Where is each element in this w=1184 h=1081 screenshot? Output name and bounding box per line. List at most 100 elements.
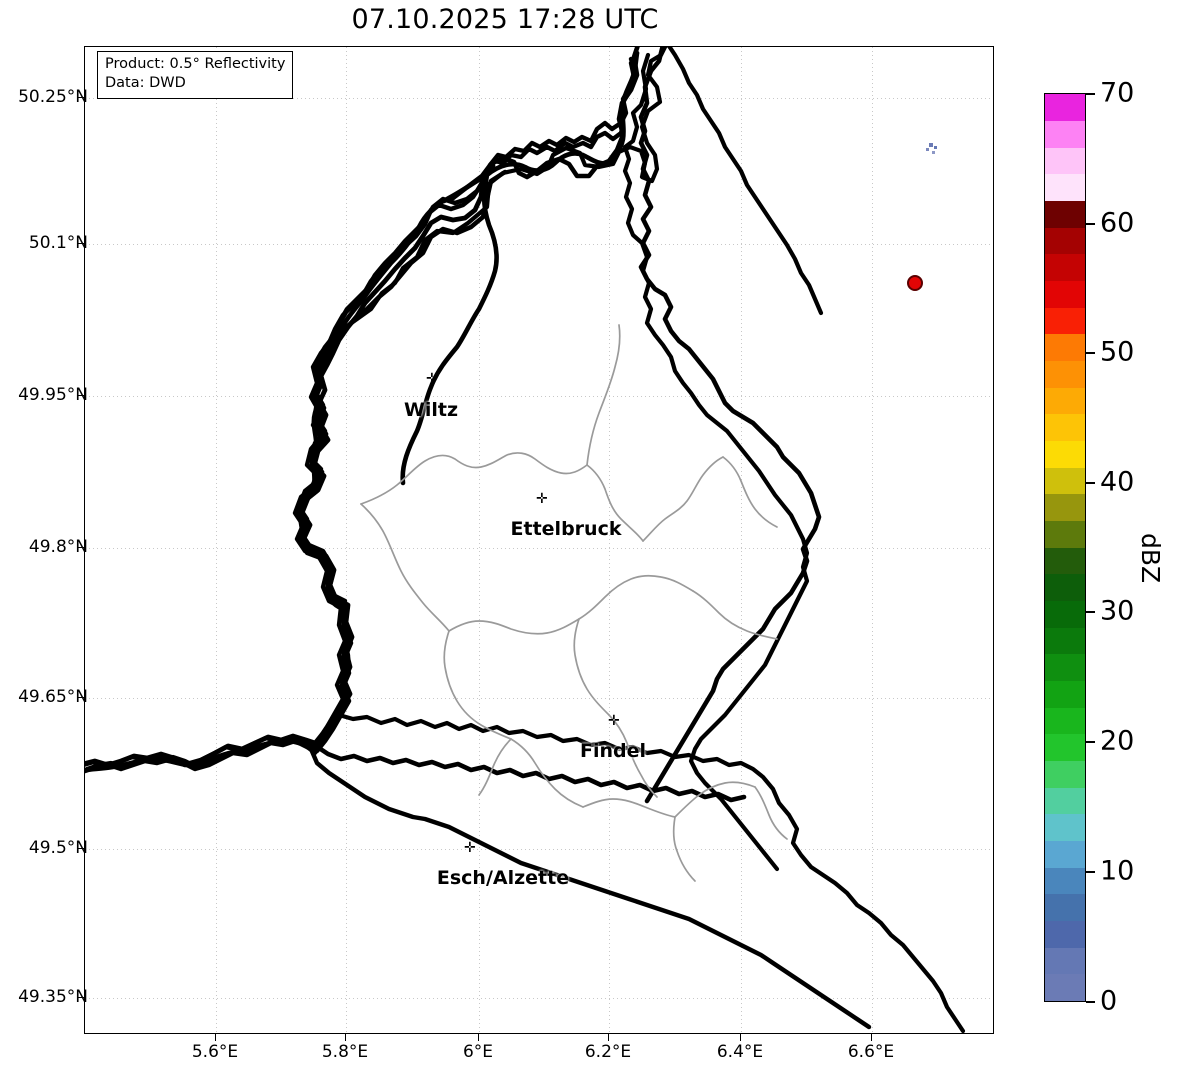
xtick-label: 6.6°E xyxy=(847,1042,895,1062)
colorbar-band-8 xyxy=(1045,760,1085,788)
colorbar-band-22 xyxy=(1045,387,1085,415)
colorbar-band-32 xyxy=(1045,120,1085,148)
colorbar-tick-label: 50 xyxy=(1100,336,1135,368)
canton-border-south-2 xyxy=(510,738,584,808)
colorbar-band-15 xyxy=(1045,574,1085,601)
border-luxembourg-main xyxy=(85,47,640,769)
colorbar-band-6 xyxy=(1045,814,1085,841)
colorbar-band-16 xyxy=(1045,547,1085,575)
gridline-vertical xyxy=(609,47,610,1033)
radar-echo-pixel xyxy=(926,148,929,151)
luxembourg-national-border-render xyxy=(638,47,822,804)
colorbar-tick-label: 0 xyxy=(1100,985,1118,1017)
canton-border-diekirch-east xyxy=(722,456,778,528)
ytick-mark xyxy=(77,243,84,245)
gridline-horizontal xyxy=(85,698,993,699)
ytick-label: 50.25°N xyxy=(18,87,88,107)
info-box: Product: 0.5° Reflectivity Data: DWD xyxy=(97,51,294,99)
gridline-horizontal xyxy=(85,998,993,999)
colorbar-tick-label: 30 xyxy=(1100,595,1135,627)
colorbar-band-14 xyxy=(1045,600,1085,628)
gridline-vertical xyxy=(872,47,873,1033)
city-marker-findel: ✛ xyxy=(608,713,620,729)
city-label-findel: Findel xyxy=(580,740,646,762)
colorbar-band-0 xyxy=(1045,974,1085,1001)
national-border-outline xyxy=(622,52,810,872)
colorbar-tick-mark xyxy=(1086,352,1095,354)
colorbar-band-31 xyxy=(1045,147,1085,175)
gridline-vertical xyxy=(346,47,347,1033)
colorbar-tick-mark xyxy=(1086,611,1095,613)
canton-border-north-mid xyxy=(360,503,450,632)
colorbar-band-33 xyxy=(1045,94,1085,121)
colorbar-band-10 xyxy=(1045,707,1085,735)
xtick-mark xyxy=(345,1034,347,1041)
colorbar-band-7 xyxy=(1045,787,1085,815)
city-marker-ettelbruck: ✛ xyxy=(536,491,548,507)
ytick-label: 49.95°N xyxy=(18,385,88,405)
info-product-line: Product: 0.5° Reflectivity xyxy=(105,56,286,72)
canton-border-esch-east xyxy=(608,714,658,798)
city-name: Ettelbruck xyxy=(510,518,622,540)
ytick-label: 50.1°N xyxy=(28,233,88,253)
colorbar-band-5 xyxy=(1045,840,1085,868)
colorbar-tick-mark xyxy=(1086,223,1095,225)
canton-border-clervaux xyxy=(586,324,621,466)
city-label-esch-alzette: Esch/Alzette xyxy=(437,867,569,889)
xtick-label: 6.2°E xyxy=(584,1042,632,1062)
canton-border-south-3 xyxy=(582,798,676,818)
ytick-mark xyxy=(77,547,84,549)
colorbar-band-3 xyxy=(1045,894,1085,921)
canton-borders-group xyxy=(360,324,788,882)
ytick-label: 49.35°N xyxy=(18,987,88,1007)
ytick-mark xyxy=(77,395,84,397)
colorbar-band-26 xyxy=(1045,280,1085,308)
xtick-label: 6.4°E xyxy=(716,1042,764,1062)
colorbar-tick-label: 20 xyxy=(1100,725,1135,757)
page-title: 07.10.2025 17:28 UTC xyxy=(351,4,659,35)
lux-border-traced xyxy=(85,163,496,768)
colorbar-tick-mark xyxy=(1086,93,1095,95)
colorbar-band-28 xyxy=(1045,227,1085,255)
colorbar-tick-mark xyxy=(1086,1001,1095,1003)
info-data-line: Data: DWD xyxy=(105,75,186,92)
colorbar-band-19 xyxy=(1045,467,1085,495)
map-vector-layer xyxy=(85,47,966,1033)
city-marker-wiltz: ✛ xyxy=(426,371,438,387)
colorbar[interactable] xyxy=(1044,93,1086,1002)
xtick-mark xyxy=(871,1034,873,1041)
radar-echo-pixel xyxy=(929,143,933,147)
colorbar-axis-label: dBZ xyxy=(1136,533,1165,584)
colorbar-tick-mark xyxy=(1086,871,1095,873)
xtick-mark xyxy=(478,1034,480,1041)
xtick-mark xyxy=(215,1034,217,1041)
canton-border-mid-1 xyxy=(448,618,580,635)
xtick-mark xyxy=(608,1034,610,1041)
colorbar-band-4 xyxy=(1045,867,1085,895)
colorbar-band-29 xyxy=(1045,200,1085,228)
colorbar-band-12 xyxy=(1045,654,1085,681)
xtick-label: 5.6°E xyxy=(191,1042,239,1062)
city-name: Esch/Alzette xyxy=(436,867,570,889)
gridline-horizontal xyxy=(85,849,993,850)
colorbar-band-11 xyxy=(1045,680,1085,708)
colorbar-tick-label: 40 xyxy=(1100,466,1135,498)
radar-echo-pixel xyxy=(932,151,935,154)
colorbar-band-21 xyxy=(1045,414,1085,441)
city-name: Findel xyxy=(579,740,647,762)
radar-echo-cell xyxy=(907,275,923,291)
city-name: Wiltz xyxy=(403,399,459,421)
city-marker-esch-alzette: ✛ xyxy=(464,840,476,856)
city-label-ettelbruck: Ettelbruck xyxy=(511,518,622,540)
colorbar-band-18 xyxy=(1045,494,1085,521)
gridline-vertical xyxy=(216,47,217,1033)
city-label-wiltz: Wiltz xyxy=(404,399,458,421)
colorbar-tick-label: 10 xyxy=(1100,855,1135,887)
colorbar-band-30 xyxy=(1045,174,1085,201)
colorbar-band-2 xyxy=(1045,920,1085,948)
ytick-mark xyxy=(77,848,84,850)
ytick-label: 49.65°N xyxy=(18,687,88,707)
radar-map-plot[interactable]: Wiltz ✛ Ettelbruck ✛ Findel ✛ Esch/Alzet… xyxy=(84,46,994,1034)
colorbar-band-17 xyxy=(1045,520,1085,548)
gridline-horizontal xyxy=(85,396,993,397)
